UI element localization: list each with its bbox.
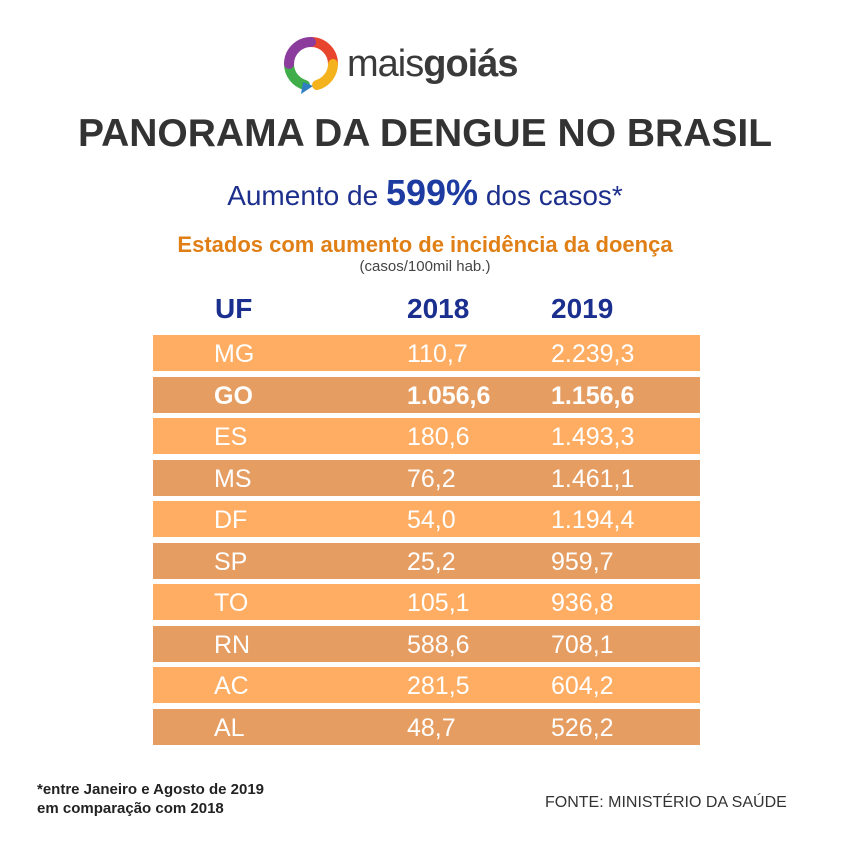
subtitle-highlight: 599% bbox=[385, 172, 479, 213]
cell-2018: 110,7 bbox=[407, 340, 468, 368]
table-row-ac: AC 281,5 604,2 bbox=[153, 667, 700, 703]
table-row-sp: SP 25,2 959,7 bbox=[153, 543, 700, 579]
subtitle-before: Aumento de bbox=[227, 180, 386, 211]
subtitle-after: dos casos* bbox=[478, 180, 623, 211]
cell-uf: DF bbox=[214, 506, 248, 534]
table-row-df: DF 54,0 1.194,4 bbox=[153, 501, 700, 537]
table-row-mg: MG 110,7 2.239,3 bbox=[153, 335, 700, 371]
cell-2019: 1.461,1 bbox=[551, 465, 635, 493]
cell-2018: 48,7 bbox=[407, 714, 456, 742]
table-row-to: TO 105,1 936,8 bbox=[153, 584, 700, 620]
cell-2018: 588,6 bbox=[407, 631, 470, 659]
column-header-2018: 2018 bbox=[407, 293, 470, 324]
cell-2018: 105,1 bbox=[407, 589, 470, 617]
cell-2019: 1.156,6 bbox=[551, 382, 635, 410]
table-row-go: GO 1.056,6 1.156,6 bbox=[153, 377, 700, 413]
cell-uf: SP bbox=[214, 548, 248, 576]
cell-uf: MG bbox=[214, 340, 255, 368]
section-title: Estados com aumento de incidência da doe… bbox=[177, 232, 673, 257]
cell-2019: 959,7 bbox=[551, 548, 614, 576]
footnote: *entre Janeiro e Agosto de 2019 em compa… bbox=[37, 780, 264, 818]
brand-wordmark-regular: mais bbox=[347, 43, 424, 85]
table-row-es: ES 180,6 1.493,3 bbox=[153, 418, 700, 454]
brand-logo-icon bbox=[284, 37, 338, 94]
page-title: PANORAMA DA DENGUE NO BRASIL bbox=[77, 112, 773, 155]
table-row-rn: RN 588,6 708,1 bbox=[153, 626, 700, 662]
cell-uf: AC bbox=[214, 672, 249, 700]
cell-2018: 180,6 bbox=[407, 423, 470, 451]
cell-uf: GO bbox=[214, 382, 253, 410]
cell-2018: 1.056,6 bbox=[407, 382, 491, 410]
brand-wordmark-bold: goiás bbox=[423, 43, 518, 85]
cell-2019: 604,2 bbox=[551, 672, 614, 700]
cell-uf: AL bbox=[214, 714, 245, 742]
cell-uf: MS bbox=[214, 465, 252, 493]
cell-2018: 25,2 bbox=[407, 548, 456, 576]
cell-uf: RN bbox=[214, 631, 251, 659]
cell-2019: 526,2 bbox=[551, 714, 614, 742]
unit-label: (casos/100mil hab.) bbox=[359, 258, 491, 275]
table-row-al: AL 48,7 526,2 bbox=[153, 709, 700, 745]
column-header-2019: 2019 bbox=[551, 293, 614, 324]
cell-2018: 76,2 bbox=[407, 465, 456, 493]
source-credit: FONTE: MINISTÉRIO DA SAÚDE bbox=[545, 794, 787, 811]
brand-wordmark: maisgoiás bbox=[347, 42, 518, 86]
cell-2019: 1.493,3 bbox=[551, 423, 635, 451]
cell-2018: 54,0 bbox=[407, 506, 456, 534]
cell-2019: 936,8 bbox=[551, 589, 614, 617]
cell-uf: ES bbox=[214, 423, 248, 451]
footnote-line-1: *entre Janeiro e Agosto de 2019 bbox=[37, 781, 265, 798]
cell-2019: 708,1 bbox=[551, 631, 614, 659]
cell-2018: 281,5 bbox=[407, 672, 470, 700]
column-header-uf: UF bbox=[215, 293, 253, 324]
table-header: UF 2018 2019 bbox=[153, 293, 700, 327]
footnote-line-2: em comparação com 2018 bbox=[37, 800, 224, 817]
cell-2019: 1.194,4 bbox=[551, 506, 635, 534]
brand-logo: maisgoiás bbox=[283, 36, 533, 96]
cell-2019: 2.239,3 bbox=[551, 340, 635, 368]
table-row-ms: MS 76,2 1.461,1 bbox=[153, 460, 700, 496]
cell-uf: TO bbox=[214, 589, 249, 617]
subtitle: Aumento de 599% dos casos* bbox=[0, 172, 850, 214]
